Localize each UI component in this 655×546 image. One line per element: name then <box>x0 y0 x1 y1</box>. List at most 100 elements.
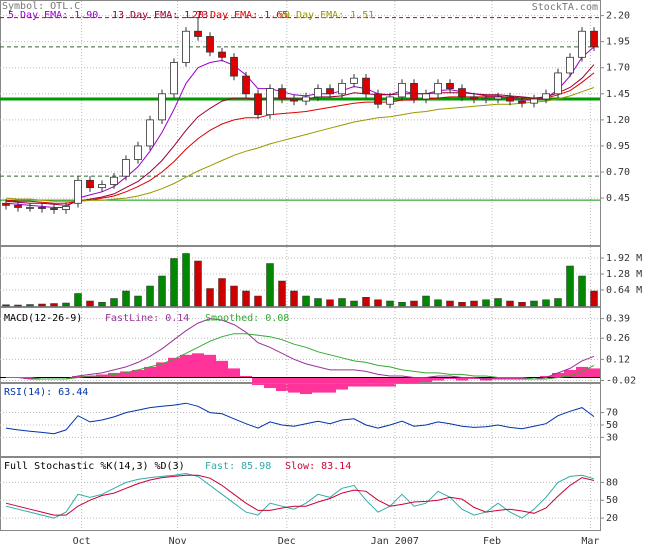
y-tick-label: 1.95 <box>606 37 630 48</box>
histogram-bar <box>192 353 204 378</box>
panel-frame <box>0 0 601 246</box>
histogram-bar <box>120 371 132 378</box>
volume-bar <box>266 263 274 307</box>
candle-body <box>530 98 538 104</box>
candle-body <box>386 96 394 105</box>
source-label: StockTA.com <box>532 2 598 13</box>
volume-bar <box>242 290 250 307</box>
y-tick-label: 1.20 <box>606 115 630 126</box>
volume-bar <box>146 285 154 307</box>
x-tick-label: Mar <box>581 536 599 546</box>
x-tick-label: Nov <box>169 536 187 546</box>
candle-body <box>326 88 334 95</box>
volume-bar <box>542 299 550 307</box>
volume-bar <box>410 300 418 307</box>
candle-body <box>218 51 226 58</box>
histogram-bar <box>444 377 456 379</box>
indicator-line <box>5 474 595 516</box>
candle-body <box>242 75 250 95</box>
x-tick-label: Dec <box>278 536 296 546</box>
histogram-bar <box>540 375 552 378</box>
histogram-bar <box>144 366 156 378</box>
y-tick-label: 50 <box>606 420 618 431</box>
candle-body <box>134 145 142 160</box>
candle-body <box>86 179 94 189</box>
volume-bar <box>518 302 526 307</box>
histogram-bar <box>360 377 372 387</box>
candle-body <box>62 206 70 210</box>
histogram-bar <box>588 368 600 378</box>
y-tick-label: 2.20 <box>606 11 630 22</box>
volume-bar <box>218 278 226 307</box>
y-tick-label: 30 <box>606 432 618 443</box>
candle-body <box>74 179 82 204</box>
candle-body <box>182 30 190 63</box>
candle-body <box>482 98 490 101</box>
volume-bar <box>434 299 442 307</box>
panel-frame <box>0 246 601 307</box>
histogram-bar <box>108 372 120 378</box>
candle-body <box>206 36 214 53</box>
candle-body <box>314 88 322 98</box>
candle-body <box>494 96 502 100</box>
legend-entry: Fast: 85.98 <box>205 461 271 472</box>
histogram-bar <box>72 375 84 378</box>
histogram-bar <box>156 362 168 378</box>
volume-bar <box>374 299 382 307</box>
volume-bar <box>422 295 430 307</box>
histogram-bar <box>456 377 468 381</box>
volume-bar <box>38 303 46 307</box>
legend-entry: RSI(14): 63.44 <box>4 387 88 398</box>
legend-entry: Smoothed: 0.08 <box>205 313 289 324</box>
volume-bar <box>158 275 166 307</box>
y-tick-label: 0.12 <box>606 354 630 365</box>
candle-body <box>278 88 286 100</box>
candle-body <box>38 207 46 209</box>
candle-body <box>110 176 118 185</box>
volume-bar <box>446 300 454 307</box>
candle-body <box>170 62 178 95</box>
volume-bar <box>14 304 22 307</box>
y-tick-label: 0.95 <box>606 141 630 152</box>
histogram-bar <box>300 377 312 395</box>
histogram-bar <box>396 377 408 384</box>
volume-bar <box>62 302 70 307</box>
y-tick-label: 50 <box>606 495 618 506</box>
candle-body <box>350 77 358 84</box>
volume-bar <box>530 300 538 307</box>
histogram-bar <box>408 377 420 384</box>
y-tick-label: -0.02 <box>606 375 636 386</box>
histogram-bar <box>180 354 192 378</box>
candle-body <box>590 30 598 48</box>
candle-body <box>434 82 442 95</box>
histogram-bar <box>216 360 228 378</box>
histogram-bar <box>420 377 432 382</box>
volume-bar <box>314 298 322 307</box>
panel-frame <box>0 457 601 531</box>
volume-bar <box>74 293 82 307</box>
histogram-bar <box>312 377 324 393</box>
indicator-line <box>6 318 595 380</box>
histogram-bar <box>564 369 576 378</box>
y-tick-label: 0.26 <box>606 333 630 344</box>
candle-body <box>338 82 346 95</box>
histogram-bar <box>264 377 276 389</box>
candle-body <box>542 93 550 100</box>
histogram-bar <box>516 377 528 379</box>
histogram-bar <box>468 377 480 379</box>
y-tick-label: 1.28 M <box>606 269 642 280</box>
volume-bar <box>566 265 574 307</box>
indicator-line <box>5 472 595 519</box>
indicator-line <box>5 72 595 204</box>
candle-body <box>554 72 562 95</box>
panel-frame <box>0 383 601 457</box>
histogram-bar <box>168 357 180 378</box>
volume-bar <box>362 297 370 307</box>
indicator-line <box>5 64 595 206</box>
volume-bar <box>278 280 286 307</box>
legend-entry: 5 Day EMA: 1.90 <box>8 10 98 21</box>
chart-title: Symbol: OTL.C <box>2 1 80 12</box>
candle-body <box>518 100 526 104</box>
